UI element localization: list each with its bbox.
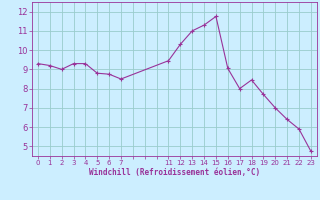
X-axis label: Windchill (Refroidissement éolien,°C): Windchill (Refroidissement éolien,°C) <box>89 168 260 177</box>
